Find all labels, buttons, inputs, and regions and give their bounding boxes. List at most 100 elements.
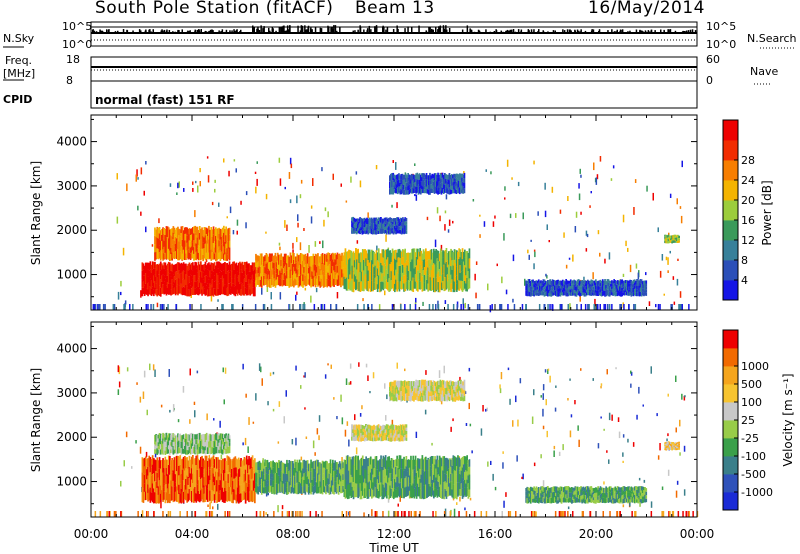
- velocity-echo-cell: [350, 482, 353, 491]
- velocity-speckle: [348, 382, 350, 385]
- velocity-echo-cell: [379, 471, 381, 485]
- freq-left-label-2: [MHz]: [3, 67, 35, 80]
- power-echo-cell: [564, 291, 566, 296]
- velocity-speckle: [469, 423, 472, 427]
- power-echo-cell: [678, 235, 680, 238]
- power-echo-cell: [305, 256, 308, 267]
- nsky-bar: [198, 30, 201, 33]
- power-speckle: [256, 161, 258, 164]
- velocity-echo-cell: [211, 440, 214, 447]
- power-echo-cell: [148, 270, 151, 279]
- velocity-speckle: [242, 442, 244, 446]
- velocity-speckle: [540, 454, 542, 459]
- velocity-echo-cell: [301, 462, 303, 471]
- power-echo-cell: [396, 221, 398, 226]
- power-echo-cell: [623, 290, 626, 296]
- velocity-speckle: [424, 409, 427, 415]
- power-echo-cell: [425, 173, 428, 180]
- power-speckle: [594, 298, 596, 307]
- nsky-bar: [310, 28, 312, 33]
- power-echo-cell: [672, 237, 675, 241]
- velocity-echo-cell: [211, 446, 214, 454]
- velocity-echo-cell: [208, 475, 210, 485]
- power-echo-cell: [384, 280, 387, 289]
- power-echo-cell: [563, 287, 565, 292]
- power-echo-cell: [197, 270, 200, 279]
- power-echo-cell: [434, 250, 436, 265]
- velocity-echo-cell: [210, 447, 213, 454]
- nsky-bar: [591, 29, 593, 33]
- velocity-bottom-band: [582, 511, 584, 517]
- power-echo-cell: [201, 283, 203, 290]
- power-echo-cell: [255, 260, 257, 268]
- velocity-echo-cell: [173, 449, 176, 454]
- velocity-echo-cell: [202, 434, 204, 438]
- power-echo-cell: [449, 263, 451, 277]
- velocity-echo-cell: [223, 491, 225, 503]
- power-echo-cell: [161, 240, 163, 247]
- velocity-speckle: [385, 415, 387, 421]
- power-echo-cell: [203, 237, 206, 248]
- power-echo-cell: [461, 173, 463, 178]
- power-echo-cell: [598, 292, 601, 296]
- power-echo-cell: [551, 284, 554, 291]
- power-echo-cell: [320, 254, 323, 263]
- power-echo-cell: [440, 174, 443, 179]
- power-echo-cell: [184, 271, 186, 280]
- velocity-echo-cell: [382, 484, 385, 499]
- velocity-speckle: [369, 391, 371, 394]
- power-echo-cell: [605, 281, 607, 285]
- velocity-echo-cell: [186, 466, 188, 476]
- nsky-bar: [122, 29, 125, 33]
- power-echo-cell: [572, 280, 574, 284]
- power-echo-cell: [221, 269, 224, 276]
- power-echo-cell: [215, 273, 217, 281]
- power-echo-cell: [363, 280, 365, 292]
- velocity-echo-cell: [273, 472, 276, 484]
- power-echo-cell: [406, 178, 408, 183]
- power-echo-cell: [390, 187, 392, 195]
- velocity-bottom-band: [162, 511, 164, 517]
- power-echo-cell: [422, 186, 424, 193]
- power-echo-cell: [639, 291, 642, 297]
- power-echo-cell: [403, 250, 405, 259]
- power-bottom-band: [102, 304, 105, 310]
- power-echo-cell: [384, 220, 387, 224]
- power-echo-cell: [398, 173, 400, 180]
- velocity-speckle: [387, 510, 390, 517]
- velocity-echo-cell: [267, 486, 270, 492]
- power-echo-cell: [329, 280, 332, 288]
- power-echo-cell: [161, 275, 163, 282]
- velocity-echo-cell: [190, 438, 193, 444]
- velocity-bottom-band: [286, 511, 289, 517]
- velocity-echo-cell: [174, 444, 177, 449]
- velocity-echo-cell: [397, 458, 400, 469]
- power-echo-cell: [467, 252, 470, 262]
- power-echo-cell: [194, 239, 196, 247]
- velocity-bottom-band: [567, 511, 569, 517]
- power-echo-cell: [437, 271, 440, 282]
- velocity-echo-cell: [175, 444, 178, 450]
- power-echo-cell: [398, 219, 401, 223]
- power-echo-cell: [603, 290, 605, 296]
- velocity-echo-cell: [174, 448, 177, 454]
- power-speckle: [322, 240, 324, 249]
- velocity-echo-cell: [317, 486, 319, 494]
- velocity-speckle: [499, 388, 502, 394]
- velocity-echo-cell: [400, 488, 403, 498]
- velocity-echo-cell: [248, 456, 250, 466]
- power-echo-cell: [190, 252, 193, 259]
- velocity-echo-cell: [288, 470, 291, 482]
- power-echo-cell: [450, 185, 453, 190]
- velocity-echo-cell: [394, 488, 396, 498]
- velocity-echo-cell: [150, 484, 153, 493]
- power-bottom-band: [262, 304, 265, 310]
- velocity-echo-cell: [361, 485, 364, 496]
- velocity-echo-cell: [157, 446, 160, 450]
- velocity-echo-cell: [275, 483, 278, 495]
- power-echo-cell: [667, 234, 670, 237]
- power-echo-cell: [421, 177, 423, 182]
- power-echo-cell: [179, 273, 182, 284]
- velocity-echo-cell: [363, 490, 365, 499]
- power-echo-cell: [193, 233, 195, 241]
